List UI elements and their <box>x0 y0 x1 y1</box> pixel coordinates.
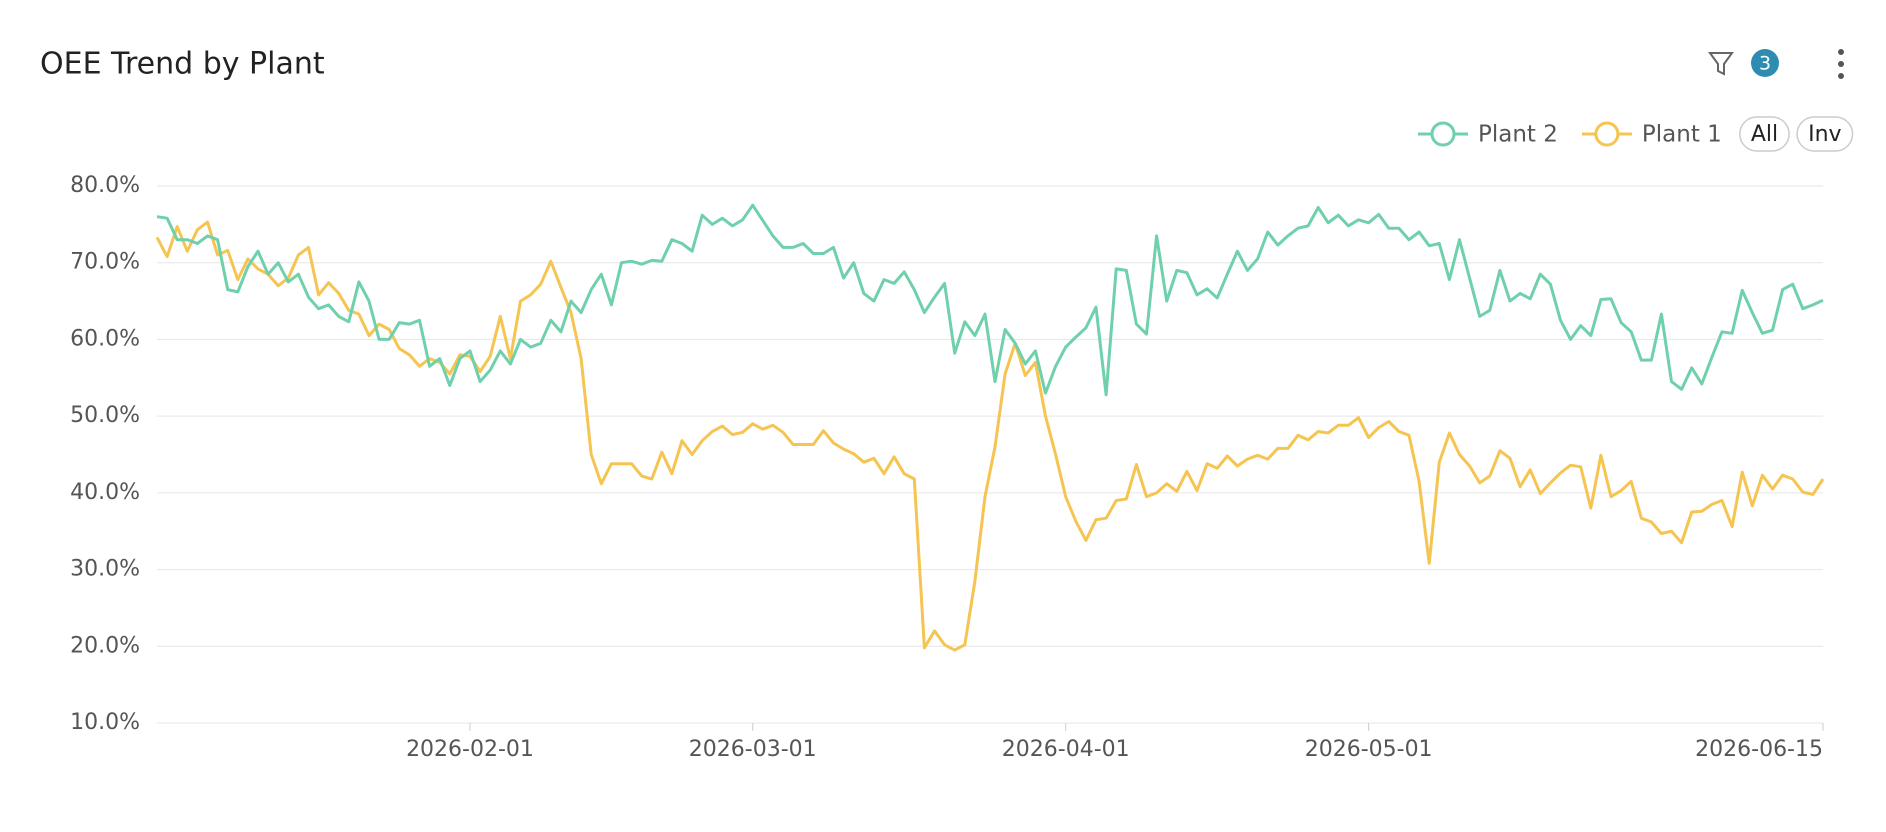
menu-dot <box>1838 73 1844 79</box>
legend-item[interactable]: Plant 2 <box>1418 121 1558 148</box>
legend-button[interactable]: Inv <box>1796 116 1854 152</box>
y-tick-label: 20.0% <box>70 633 140 658</box>
series-line <box>156 203 1824 397</box>
button-label: All <box>1751 122 1778 147</box>
y-tick-label: 10.0% <box>70 710 140 735</box>
filter-button[interactable]: 3 <box>1708 49 1779 77</box>
y-tick-label: 50.0% <box>70 403 140 428</box>
y-tick-label: 70.0% <box>70 250 140 275</box>
filter-icon <box>1708 52 1734 76</box>
menu-dot <box>1838 61 1844 67</box>
y-tick-label: 60.0% <box>70 326 140 351</box>
legend-marker <box>1594 121 1620 147</box>
y-tick-label: 40.0% <box>70 480 140 505</box>
button-frame <box>1796 116 1854 152</box>
filter-badge <box>1751 49 1779 77</box>
menu-dot <box>1838 49 1844 55</box>
x-tick-label: 2026-05-01 <box>1305 737 1433 762</box>
button-frame <box>1739 116 1790 152</box>
x-tick-label: 2026-02-01 <box>406 737 534 762</box>
chart-title: OEE Trend by Plant <box>40 47 325 82</box>
y-tick-label: 30.0% <box>70 557 140 582</box>
menu-button[interactable] <box>1838 49 1844 79</box>
x-tick-label: 2026-06-15 <box>1695 737 1823 762</box>
legend-marker <box>1430 121 1456 147</box>
legend-item[interactable]: Plant 1 <box>1581 121 1722 148</box>
x-tick-label: 2026-04-01 <box>1002 737 1130 762</box>
legend-label: Plant 1 <box>1642 122 1722 148</box>
legend-label: Plant 2 <box>1478 122 1558 148</box>
filter-count: 3 <box>1759 53 1771 75</box>
y-tick-label: 80.0% <box>70 173 140 198</box>
series-line <box>155 220 1825 652</box>
legend-button[interactable]: All <box>1739 116 1790 152</box>
x-tick-label: 2026-03-01 <box>689 737 817 762</box>
button-label: Inv <box>1808 122 1841 147</box>
